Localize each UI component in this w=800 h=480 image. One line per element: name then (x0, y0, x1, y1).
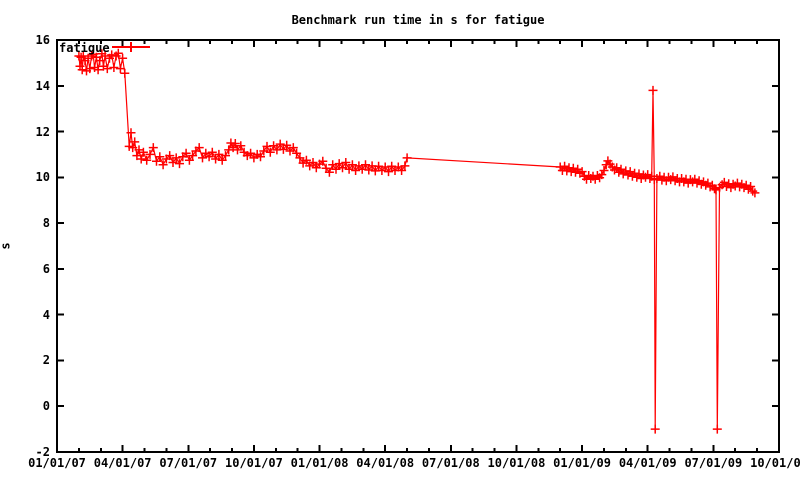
y-tick-label: 4 (42, 307, 50, 322)
y-axis-label: s (0, 242, 13, 250)
y-tick-label: -2 (35, 445, 50, 459)
x-tick-label: 01/01/08 (290, 456, 349, 470)
data-line-fatigue (78, 51, 756, 430)
x-tick-label: 07/01/08 (421, 456, 480, 470)
x-tick-label: 10/01/08 (487, 456, 546, 470)
chart-title: Benchmark run time in s for fatigue (291, 13, 545, 27)
x-tick-label: 01/01/09 (553, 456, 611, 470)
y-tick-label: 16 (35, 33, 50, 47)
y-tick-label: 8 (42, 216, 50, 231)
y-tick-label: 2 (42, 353, 50, 368)
plot-frame (56, 39, 780, 453)
x-tick-label: 04/01/09 (618, 456, 677, 470)
x-tick-label: 07/01/09 (684, 456, 743, 470)
x-tick-label: 01/01/07 (28, 456, 86, 470)
x-tick-label: 10/01/09 (750, 456, 800, 470)
y-tick-label: 0 (42, 399, 50, 414)
data-plus-markers (74, 48, 760, 434)
x-tick-label: 10/01/07 (225, 456, 283, 470)
x-tick-label: 04/01/08 (356, 456, 415, 470)
x-tick-label: 07/01/07 (159, 456, 218, 470)
y-tick-label: 10 (35, 170, 50, 185)
y-tick-label: 6 (42, 261, 50, 276)
y-tick-label: 12 (35, 124, 50, 139)
x-tick-label: 04/01/07 (93, 456, 152, 470)
legend-fatigue-label: fatigue (59, 41, 110, 55)
y-tick-label: 14 (35, 78, 50, 93)
